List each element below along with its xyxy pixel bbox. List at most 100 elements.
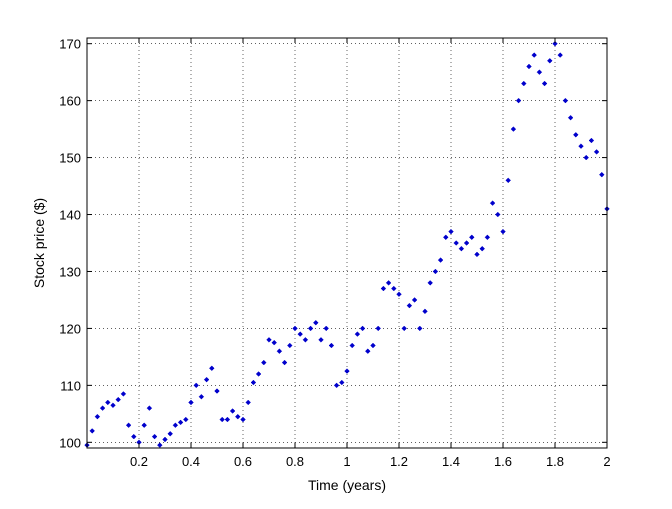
data-point — [141, 422, 147, 428]
data-point — [562, 97, 569, 104]
data-point — [448, 228, 454, 235]
data-point — [229, 408, 236, 414]
data-point — [151, 433, 158, 440]
grid — [87, 38, 608, 448]
data-point — [573, 132, 579, 138]
data-point — [333, 382, 340, 389]
data-point — [250, 379, 257, 386]
data-point — [307, 325, 314, 332]
data-point — [443, 234, 449, 241]
data-point — [422, 308, 428, 315]
data-point — [261, 359, 267, 366]
data-point — [453, 240, 459, 246]
y-tick-label: 130 — [59, 264, 81, 279]
data-point — [578, 143, 584, 149]
data-point — [495, 211, 501, 218]
data-point — [105, 399, 111, 406]
data-point — [354, 331, 361, 337]
data-point — [328, 342, 335, 349]
data-point — [313, 319, 319, 326]
data-point — [193, 382, 199, 389]
x-tick-labels: 0.2 0.4 0.6 0.8 1 1.2 1.4 1.6 1.8 2 — [130, 454, 611, 469]
data-point — [255, 371, 262, 377]
data-point — [131, 433, 137, 440]
x-tick-label: 0.2 — [130, 454, 148, 469]
data-point — [99, 405, 106, 411]
data-point — [552, 40, 558, 47]
data-point — [214, 388, 220, 394]
x-tick-label: 1.8 — [546, 454, 564, 469]
x-axis-label: Time (years) — [308, 477, 386, 493]
x-tick-label: 1.6 — [494, 454, 512, 469]
y-tick-labels: 100 110 120 130 140 150 160 170 — [59, 37, 81, 451]
data-point — [323, 325, 329, 332]
data-points — [84, 40, 610, 448]
data-point — [172, 422, 179, 428]
y-tick-label: 160 — [59, 94, 81, 109]
data-point — [417, 325, 423, 332]
data-point — [401, 325, 407, 332]
data-point — [177, 419, 184, 426]
y-tick-label: 110 — [60, 378, 81, 393]
data-point — [432, 268, 439, 275]
data-point — [547, 58, 553, 64]
data-point — [266, 337, 272, 343]
data-point — [292, 325, 298, 332]
data-point — [349, 342, 355, 349]
data-point — [94, 413, 101, 420]
data-point — [380, 285, 387, 292]
x-tick-label: 2 — [603, 454, 610, 469]
data-point — [297, 331, 303, 337]
data-point — [484, 234, 491, 241]
data-point — [370, 342, 376, 349]
data-point — [318, 337, 324, 343]
data-point — [557, 52, 563, 58]
data-point — [588, 137, 595, 144]
data-point — [198, 393, 205, 400]
data-point — [599, 171, 605, 178]
data-point — [120, 391, 127, 397]
data-point — [235, 413, 241, 420]
data-point — [209, 365, 215, 372]
data-point — [224, 416, 231, 423]
data-point — [515, 97, 522, 104]
data-point — [365, 348, 371, 354]
data-point — [276, 348, 283, 354]
data-point — [240, 416, 246, 423]
data-point — [385, 280, 392, 286]
x-tick-label: 0.6 — [234, 454, 252, 469]
data-point — [281, 359, 288, 366]
data-point — [406, 302, 413, 309]
data-point — [287, 342, 293, 349]
data-point — [302, 337, 309, 343]
data-point — [245, 399, 251, 406]
data-point — [593, 149, 600, 155]
x-tick-label: 1.4 — [442, 454, 460, 469]
data-point — [391, 285, 397, 292]
data-point — [489, 200, 496, 206]
data-point — [271, 339, 277, 346]
y-tick-label: 140 — [59, 208, 81, 223]
x-tick-label: 1 — [343, 454, 350, 469]
y-tick-label: 150 — [59, 151, 81, 166]
data-point — [339, 379, 345, 386]
data-point — [359, 325, 366, 332]
data-point — [157, 442, 163, 448]
data-point — [567, 114, 574, 121]
data-point — [188, 399, 194, 406]
data-point — [541, 80, 548, 87]
data-point — [437, 257, 444, 263]
data-point — [203, 376, 210, 383]
data-point — [427, 280, 433, 286]
data-point — [162, 436, 168, 443]
data-point — [125, 422, 132, 428]
x-tick-label: 0.8 — [286, 454, 304, 469]
data-point — [463, 240, 470, 246]
data-point — [510, 126, 517, 132]
x-tick-label: 1.2 — [390, 454, 408, 469]
data-point — [146, 405, 153, 411]
data-point — [396, 291, 402, 298]
data-point — [89, 428, 95, 434]
